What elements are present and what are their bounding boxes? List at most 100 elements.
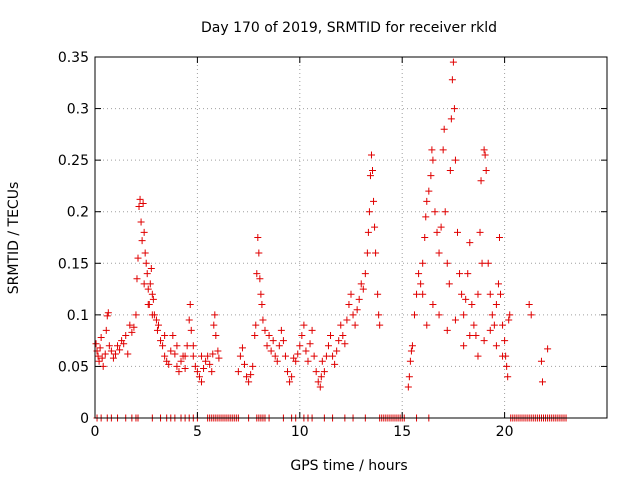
data-point: [468, 301, 476, 309]
data-point: [345, 301, 353, 309]
data-point: [183, 342, 191, 350]
data-point: [94, 352, 102, 360]
data-point: [525, 301, 533, 309]
data-point: [351, 321, 359, 329]
data-point: [204, 352, 212, 360]
x-tick-label: 10: [291, 424, 309, 440]
data-point: [294, 350, 302, 358]
data-point: [425, 187, 433, 195]
data-point: [308, 326, 316, 334]
data-point: [114, 342, 122, 350]
data-point: [355, 295, 363, 303]
data-point: [443, 259, 451, 267]
data-point: [153, 326, 161, 334]
data-point: [484, 259, 492, 267]
data-point: [254, 234, 262, 241]
data-point: [255, 249, 263, 257]
data-point: [320, 368, 328, 376]
data-point: [486, 290, 494, 298]
data-point: [417, 280, 425, 288]
data-point: [210, 321, 218, 329]
data-point: [211, 311, 219, 319]
data-point: [466, 331, 474, 339]
data-point: [497, 290, 505, 298]
data-point: [349, 311, 357, 319]
data-point: [343, 316, 351, 324]
data-point: [212, 331, 220, 339]
data-point: [429, 156, 437, 164]
data-point: [298, 331, 306, 339]
y-tick-label: 0: [80, 411, 89, 427]
data-point: [185, 316, 193, 324]
data-point: [173, 362, 181, 370]
data-point: [501, 337, 509, 345]
data-point: [122, 331, 130, 339]
data-point: [148, 311, 156, 319]
data-point: [503, 362, 511, 370]
data-point: [406, 357, 414, 365]
data-point: [376, 321, 384, 329]
data-point: [133, 275, 141, 283]
data-point: [306, 340, 314, 348]
data-point: [191, 362, 199, 370]
data-point: [357, 280, 365, 288]
x-tick-label: 5: [193, 424, 202, 440]
data-point: [92, 340, 100, 348]
data-point: [132, 311, 140, 319]
data-point: [449, 58, 457, 66]
data-point: [331, 360, 339, 368]
data-point: [241, 360, 249, 368]
y-tick-label: 0.15: [58, 256, 89, 272]
chart-title: Day 170 of 2019, SRMTID for receiver rkl…: [201, 20, 497, 36]
data-point: [318, 357, 326, 365]
data-point: [147, 264, 155, 272]
data-point: [453, 228, 461, 236]
data-point: [271, 352, 279, 360]
data-point: [451, 156, 459, 164]
data-point: [137, 218, 145, 226]
data-point: [288, 373, 296, 381]
data-point: [259, 316, 267, 324]
data-point: [427, 172, 435, 180]
data-point: [134, 254, 142, 262]
data-point: [470, 321, 478, 329]
data-point: [197, 378, 205, 386]
data-point: [256, 275, 264, 283]
data-point: [236, 352, 244, 360]
y-tick-label: 0.05: [58, 359, 89, 375]
data-point: [476, 228, 484, 236]
data-point: [440, 125, 448, 133]
data-point: [429, 301, 437, 309]
data-point: [448, 76, 456, 84]
data-point: [103, 312, 111, 320]
data-point: [374, 290, 382, 298]
data-point: [505, 316, 513, 324]
data-point: [161, 352, 169, 360]
data-point: [371, 223, 379, 231]
data-point: [458, 290, 466, 298]
data-point: [249, 362, 257, 370]
data-point: [450, 105, 458, 113]
data-point: [286, 378, 294, 386]
data-point: [482, 166, 490, 174]
data-point: [257, 290, 265, 298]
data-point: [284, 368, 292, 376]
x-axis-label: GPS time / hours: [290, 458, 407, 474]
data-point: [267, 347, 275, 355]
data-point: [445, 280, 453, 288]
data-point: [499, 352, 507, 360]
data-point: [494, 280, 502, 288]
data-point: [208, 368, 216, 376]
data-point: [480, 337, 488, 345]
data-point: [120, 340, 128, 348]
data-point: [314, 378, 322, 386]
data-point: [419, 259, 427, 267]
data-point: [405, 373, 413, 381]
data-point: [375, 311, 383, 319]
data-point: [462, 295, 470, 303]
data-point: [372, 249, 380, 257]
data-point: [144, 285, 152, 293]
data-point: [537, 357, 545, 365]
x-tick-label: 15: [393, 424, 411, 440]
